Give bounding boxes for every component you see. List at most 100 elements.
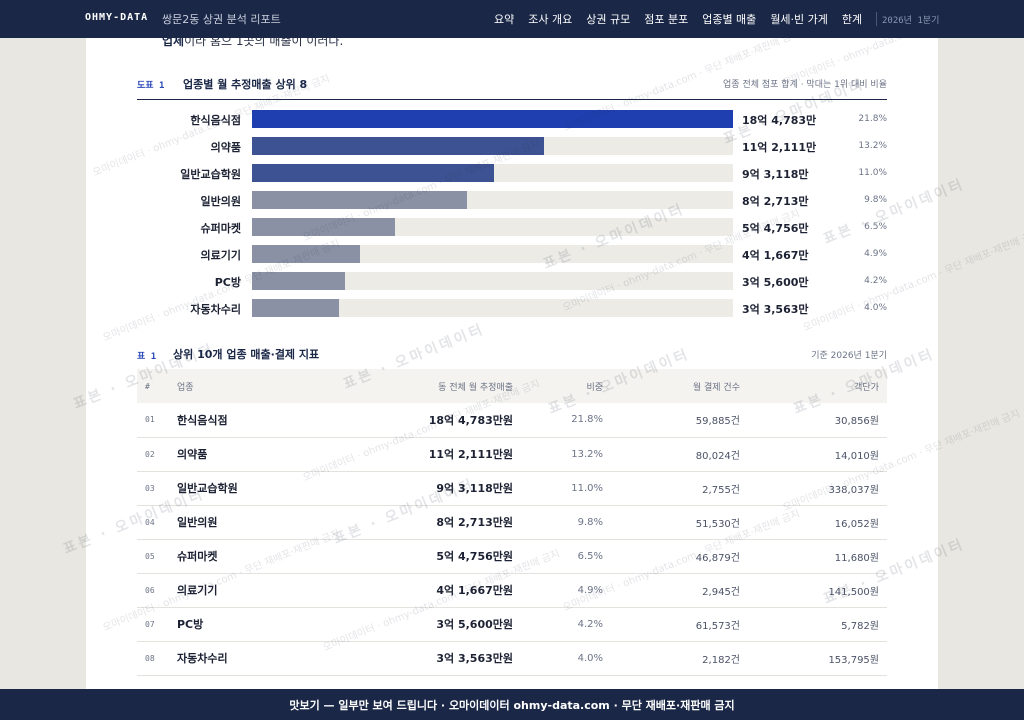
sales-cell: 9억 3,118만원 xyxy=(319,471,521,506)
avg-ticket-cell: 30,856원 xyxy=(748,403,887,438)
col-share: 비중 xyxy=(586,382,603,393)
bar-value-label: 3억 5,600만 xyxy=(742,276,809,289)
avg-ticket-cell: 153,795원 xyxy=(748,641,887,676)
bar-track xyxy=(252,137,733,155)
section-nav: 요약 조사 개요 상권 규모 점포 분포 업종별 매출 월세·빈 가게 한계 xyxy=(494,11,862,27)
brand-logo[interactable]: OHMY-DATA xyxy=(85,12,149,23)
intro-bold: 업체 xyxy=(162,38,185,48)
bar-label: 의약품 xyxy=(210,141,241,154)
nav-item-market-size[interactable]: 상권 규모 xyxy=(586,13,631,26)
share-cell: 9.8% xyxy=(521,505,611,540)
bar-share-label: 11.0% xyxy=(858,168,887,178)
category-cell: 한식음식점 xyxy=(169,403,319,438)
bar-share-label: 4.9% xyxy=(864,249,887,259)
nav-item-sales-by-category[interactable]: 업종별 매출 xyxy=(702,13,757,26)
bar-share-label: 4.2% xyxy=(864,276,887,286)
bar-track xyxy=(252,272,733,290)
top-navigation-bar: OHMY-DATA 쌍문2동 상권 분석 리포트 요약 조사 개요 상권 규모 … xyxy=(0,0,1024,38)
category-cell: 일반교습학원 xyxy=(169,471,319,506)
bar-value-label: 18억 4,783만 xyxy=(742,114,817,127)
rank-cell: 07 xyxy=(137,607,169,642)
bar-share-label: 4.0% xyxy=(864,303,887,313)
bar-track xyxy=(252,218,733,236)
share-cell: 21.8% xyxy=(521,403,611,438)
col-category: 업종 xyxy=(177,382,194,393)
category-cell: 일반의원 xyxy=(169,505,319,540)
sales-cell: 4억 1,667만원 xyxy=(319,573,521,608)
bar-track xyxy=(252,191,733,209)
intro-paragraph-fragment: 업체이라 홈으 1곳의 매출이 이러다. xyxy=(162,38,343,49)
table-row: 02 의약품 11억 2,111만원 13.2% 80,024건 14,010원 xyxy=(137,437,887,472)
col-monthly-sales: 동 전체 월 추정매출 xyxy=(438,382,513,393)
col-payment-count: 월 결제 건수 xyxy=(692,382,740,393)
bar-value-label: 3억 3,563만 xyxy=(742,303,809,316)
nav-item-rent-vacancy[interactable]: 월세·빈 가게 xyxy=(770,13,828,26)
bar-track xyxy=(252,299,733,317)
share-cell: 13.2% xyxy=(521,437,611,472)
rank-cell: 04 xyxy=(137,505,169,540)
bar-value-label: 9억 3,118만 xyxy=(742,168,809,181)
share-cell: 6.5% xyxy=(521,539,611,574)
payment-count-cell: 80,024건 xyxy=(611,437,748,472)
table-title: 상위 10개 업종 매출·결제 지표 xyxy=(173,348,320,361)
figure-title: 업종별 월 추정매출 상위 8 xyxy=(183,78,308,91)
avg-ticket-cell: 14,010원 xyxy=(748,437,887,472)
bar-track xyxy=(252,164,733,182)
table-header: 표 1 상위 10개 업종 매출·결제 지표 기준 2026년 1분기 xyxy=(137,346,887,370)
bar-share-label: 21.8% xyxy=(858,114,887,124)
bar-value-label: 11억 2,111만 xyxy=(742,141,817,154)
rank-cell: 03 xyxy=(137,471,169,506)
bar-label: 자동차수리 xyxy=(190,303,241,316)
sales-cell: 11억 2,111만원 xyxy=(319,437,521,472)
bar-share-label: 9.8% xyxy=(864,195,887,205)
table-row: 04 일반의원 8억 2,713만원 9.8% 51,530건 16,052원 xyxy=(137,505,887,540)
nav-item-overview[interactable]: 조사 개요 xyxy=(528,13,573,26)
sales-cell: 3억 5,600만원 xyxy=(319,607,521,642)
category-cell: 의료기기 xyxy=(169,573,319,608)
report-period: 2026년 1분기 xyxy=(882,16,940,26)
sales-bar-chart: 한식음식점 18억 4,783만 21.8% 의약품 11억 2,111만 13.2% 일반… xyxy=(137,110,887,330)
bar-label: 의료기기 xyxy=(200,249,241,262)
nav-divider xyxy=(876,12,877,26)
nav-item-limitations[interactable]: 한계 xyxy=(841,13,863,26)
category-cell: 자동차수리 xyxy=(169,641,319,676)
bar xyxy=(252,164,495,182)
col-avg-ticket: 객단가 xyxy=(854,382,879,393)
share-cell: 11.0% xyxy=(521,471,611,506)
preview-footer: 맛보기 — 일부만 보여 드립니다 · 오마이데이터 ohmy-data.com… xyxy=(0,689,1024,720)
figure-note: 업종 전체 점포 합계 · 막대는 1위 대비 비율 xyxy=(723,80,887,90)
payment-count-cell: 2,755건 xyxy=(611,471,748,506)
share-cell: 4.2% xyxy=(521,607,611,642)
bar xyxy=(252,191,468,209)
rank-cell: 01 xyxy=(137,403,169,438)
nav-item-store-distribution[interactable]: 점포 분포 xyxy=(644,13,689,26)
bar xyxy=(252,299,340,317)
sales-cell: 3억 3,563만원 xyxy=(319,641,521,676)
bar-value-label: 4억 1,667만 xyxy=(742,249,809,262)
payment-count-cell: 51,530건 xyxy=(611,505,748,540)
payment-count-cell: 2,182건 xyxy=(611,641,748,676)
sales-cell: 8억 2,713만원 xyxy=(319,505,521,540)
nav-item-summary[interactable]: 요약 xyxy=(494,13,515,26)
bar-label: PC방 xyxy=(214,276,241,289)
payment-count-cell: 2,945건 xyxy=(611,573,748,608)
avg-ticket-cell: 141,500원 xyxy=(748,573,887,608)
table-row: 07 PC방 3억 5,600만원 4.2% 61,573건 5,782원 xyxy=(137,607,887,642)
sales-cell: 5억 4,756만원 xyxy=(319,539,521,574)
report-page: 업체이라 홈으 1곳의 매출이 이러다. 도표 1 업종별 월 추정매출 상위 … xyxy=(86,38,938,690)
bar-share-label: 6.5% xyxy=(864,222,887,232)
table-row: 08 자동차수리 3억 3,563만원 4.0% 2,182건 153,795원 xyxy=(137,641,887,676)
bar-label: 한식음식점 xyxy=(190,114,241,127)
category-cell: 슈퍼마켓 xyxy=(169,539,319,574)
table-row: 05 슈퍼마켓 5억 4,756만원 6.5% 46,879건 11,680원 xyxy=(137,539,887,574)
bar-label: 슈퍼마켓 xyxy=(200,222,241,235)
avg-ticket-cell: 5,782원 xyxy=(748,607,887,642)
avg-ticket-cell: 338,037원 xyxy=(748,471,887,506)
bar xyxy=(252,110,733,128)
bar xyxy=(252,218,395,236)
rank-cell: 06 xyxy=(137,573,169,608)
table-header-row: # 업종 동 전체 월 추정매출 비중 월 결제 건수 객단가 xyxy=(137,369,887,403)
bar-share-label: 13.2% xyxy=(858,141,887,151)
bar-label: 일반의원 xyxy=(200,195,241,208)
rank-cell: 05 xyxy=(137,539,169,574)
